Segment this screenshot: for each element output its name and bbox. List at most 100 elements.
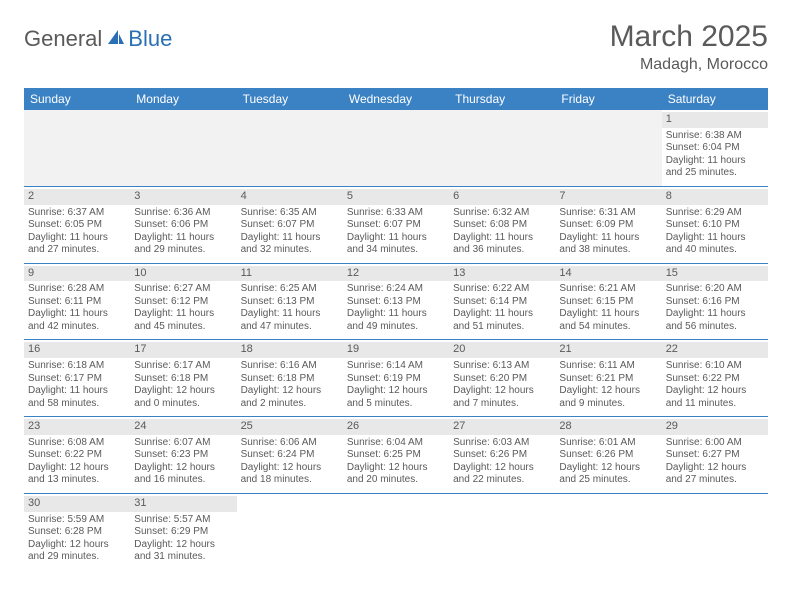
- sunset-text: Sunset: 6:09 PM: [559, 219, 657, 232]
- sunset-text: Sunset: 6:22 PM: [666, 373, 764, 386]
- daylight1-text: Daylight: 11 hours: [453, 232, 551, 245]
- day-cell: 27Sunrise: 6:03 AMSunset: 6:26 PMDayligh…: [449, 417, 555, 493]
- daylight1-text: Daylight: 12 hours: [241, 385, 339, 398]
- sunrise-text: Sunrise: 6:14 AM: [347, 360, 445, 373]
- daylight1-text: Daylight: 11 hours: [666, 232, 764, 245]
- day-number: 29: [662, 419, 768, 435]
- sunset-text: Sunset: 6:21 PM: [559, 373, 657, 386]
- day-cell: 5Sunrise: 6:33 AMSunset: 6:07 PMDaylight…: [343, 187, 449, 263]
- day-cell: 7Sunrise: 6:31 AMSunset: 6:09 PMDaylight…: [555, 187, 661, 263]
- sunrise-text: Sunrise: 6:16 AM: [241, 360, 339, 373]
- day-number: 3: [130, 189, 236, 205]
- day-number: 27: [449, 419, 555, 435]
- day-cell: 28Sunrise: 6:01 AMSunset: 6:26 PMDayligh…: [555, 417, 661, 493]
- day-number: 23: [24, 419, 130, 435]
- empty-cell: [449, 494, 555, 570]
- sunrise-text: Sunrise: 6:01 AM: [559, 437, 657, 450]
- week-row: 2Sunrise: 6:37 AMSunset: 6:05 PMDaylight…: [24, 187, 768, 264]
- day-cell: 14Sunrise: 6:21 AMSunset: 6:15 PMDayligh…: [555, 264, 661, 340]
- sunset-text: Sunset: 6:11 PM: [28, 296, 126, 309]
- sunset-text: Sunset: 6:22 PM: [28, 449, 126, 462]
- sunset-text: Sunset: 6:28 PM: [28, 526, 126, 539]
- daylight2-text: and 40 minutes.: [666, 244, 764, 257]
- daylight1-text: Daylight: 12 hours: [666, 385, 764, 398]
- day-cell: 26Sunrise: 6:04 AMSunset: 6:25 PMDayligh…: [343, 417, 449, 493]
- daylight2-text: and 25 minutes.: [666, 167, 764, 180]
- daylight1-text: Daylight: 11 hours: [559, 308, 657, 321]
- sunrise-text: Sunrise: 6:07 AM: [134, 437, 232, 450]
- day-cell: 13Sunrise: 6:22 AMSunset: 6:14 PMDayligh…: [449, 264, 555, 340]
- daylight2-text: and 27 minutes.: [666, 474, 764, 487]
- day-cell: 19Sunrise: 6:14 AMSunset: 6:19 PMDayligh…: [343, 340, 449, 416]
- day-number: 30: [24, 496, 130, 512]
- sunrise-text: Sunrise: 5:57 AM: [134, 514, 232, 527]
- daylight2-text: and 32 minutes.: [241, 244, 339, 257]
- day-number: 18: [237, 342, 343, 358]
- day-header: Sunday: [24, 88, 130, 110]
- daylight2-text: and 47 minutes.: [241, 321, 339, 334]
- sunset-text: Sunset: 6:23 PM: [134, 449, 232, 462]
- daylight2-text: and 54 minutes.: [559, 321, 657, 334]
- day-number: 15: [662, 266, 768, 282]
- daylight1-text: Daylight: 12 hours: [453, 385, 551, 398]
- daylight1-text: Daylight: 11 hours: [347, 308, 445, 321]
- empty-cell: [662, 494, 768, 570]
- day-number: 11: [237, 266, 343, 282]
- daylight2-text: and 51 minutes.: [453, 321, 551, 334]
- daylight1-text: Daylight: 11 hours: [241, 232, 339, 245]
- sunrise-text: Sunrise: 6:21 AM: [559, 283, 657, 296]
- daylight1-text: Daylight: 12 hours: [347, 462, 445, 475]
- day-number: 31: [130, 496, 236, 512]
- sunset-text: Sunset: 6:04 PM: [666, 142, 764, 155]
- sunrise-text: Sunrise: 6:17 AM: [134, 360, 232, 373]
- day-cell: 29Sunrise: 6:00 AMSunset: 6:27 PMDayligh…: [662, 417, 768, 493]
- day-cell: 16Sunrise: 6:18 AMSunset: 6:17 PMDayligh…: [24, 340, 130, 416]
- day-cell: 31Sunrise: 5:57 AMSunset: 6:29 PMDayligh…: [130, 494, 236, 570]
- sunrise-text: Sunrise: 6:13 AM: [453, 360, 551, 373]
- title-block: March 2025 Madagh, Morocco: [610, 20, 768, 74]
- sunset-text: Sunset: 6:07 PM: [347, 219, 445, 232]
- sunset-text: Sunset: 6:15 PM: [559, 296, 657, 309]
- day-cell: 25Sunrise: 6:06 AMSunset: 6:24 PMDayligh…: [237, 417, 343, 493]
- daylight1-text: Daylight: 11 hours: [559, 232, 657, 245]
- day-number: 2: [24, 189, 130, 205]
- empty-cell: [343, 110, 449, 186]
- empty-cell: [343, 494, 449, 570]
- day-header-row: SundayMondayTuesdayWednesdayThursdayFrid…: [24, 88, 768, 110]
- empty-cell: [130, 110, 236, 186]
- day-number: 5: [343, 189, 449, 205]
- day-number: 4: [237, 189, 343, 205]
- daylight1-text: Daylight: 11 hours: [28, 385, 126, 398]
- logo-text-general: General: [24, 26, 102, 52]
- sunrise-text: Sunrise: 6:38 AM: [666, 130, 764, 143]
- sunrise-text: Sunrise: 6:00 AM: [666, 437, 764, 450]
- day-number: 16: [24, 342, 130, 358]
- month-title: March 2025: [610, 20, 768, 54]
- logo-text-blue: Blue: [128, 26, 172, 52]
- logo-sail-icon: [106, 28, 126, 51]
- day-number: 28: [555, 419, 661, 435]
- week-row: 9Sunrise: 6:28 AMSunset: 6:11 PMDaylight…: [24, 264, 768, 341]
- daylight2-text: and 42 minutes.: [28, 321, 126, 334]
- daylight2-text: and 56 minutes.: [666, 321, 764, 334]
- day-cell: 15Sunrise: 6:20 AMSunset: 6:16 PMDayligh…: [662, 264, 768, 340]
- daylight1-text: Daylight: 12 hours: [559, 385, 657, 398]
- day-cell: 3Sunrise: 6:36 AMSunset: 6:06 PMDaylight…: [130, 187, 236, 263]
- daylight1-text: Daylight: 12 hours: [347, 385, 445, 398]
- day-cell: 11Sunrise: 6:25 AMSunset: 6:13 PMDayligh…: [237, 264, 343, 340]
- sunset-text: Sunset: 6:10 PM: [666, 219, 764, 232]
- daylight1-text: Daylight: 12 hours: [28, 539, 126, 552]
- daylight2-text: and 16 minutes.: [134, 474, 232, 487]
- daylight2-text: and 29 minutes.: [28, 551, 126, 564]
- daylight1-text: Daylight: 12 hours: [666, 462, 764, 475]
- sunrise-text: Sunrise: 6:25 AM: [241, 283, 339, 296]
- daylight2-text: and 36 minutes.: [453, 244, 551, 257]
- day-cell: 8Sunrise: 6:29 AMSunset: 6:10 PMDaylight…: [662, 187, 768, 263]
- day-number: 1: [662, 112, 768, 128]
- sunrise-text: Sunrise: 6:04 AM: [347, 437, 445, 450]
- sunrise-text: Sunrise: 6:10 AM: [666, 360, 764, 373]
- day-cell: 21Sunrise: 6:11 AMSunset: 6:21 PMDayligh…: [555, 340, 661, 416]
- daylight2-text: and 20 minutes.: [347, 474, 445, 487]
- sunset-text: Sunset: 6:19 PM: [347, 373, 445, 386]
- day-cell: 22Sunrise: 6:10 AMSunset: 6:22 PMDayligh…: [662, 340, 768, 416]
